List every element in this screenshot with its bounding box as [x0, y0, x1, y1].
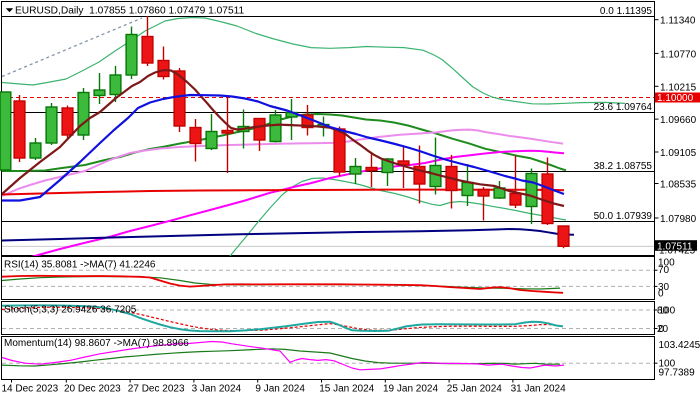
svg-text:Stoch(5,3,3) 26.9426 36.7205: Stoch(5,3,3) 26.9426 36.7205	[4, 304, 137, 315]
svg-text:1.09105: 1.09105	[660, 148, 697, 159]
svg-text:1.07511: 1.07511	[657, 241, 693, 252]
svg-text:103.4245: 103.4245	[659, 340, 700, 351]
svg-text:100: 100	[658, 257, 675, 268]
svg-text:1.10000: 1.10000	[657, 93, 694, 104]
svg-text:50.0 1.07939: 50.0 1.07939	[594, 211, 653, 222]
svg-text:38.2 1.08755: 38.2 1.08755	[594, 161, 653, 172]
svg-text:0.0 1.11395: 0.0 1.11395	[600, 6, 653, 17]
svg-text:1.07980: 1.07980	[660, 214, 697, 225]
svg-text:0: 0	[659, 324, 665, 335]
svg-text:31 Jan 2024: 31 Jan 2024	[511, 383, 566, 394]
svg-text:9 Jan 2024: 9 Jan 2024	[255, 383, 305, 394]
svg-text:15 Jan 2024: 15 Jan 2024	[319, 383, 374, 394]
svg-text:3 Jan 2024: 3 Jan 2024	[192, 383, 242, 394]
svg-text:1.10215: 1.10215	[660, 82, 697, 93]
svg-text:100: 100	[659, 306, 676, 317]
svg-text:1.07425: 1.07425	[659, 246, 696, 257]
svg-text:97.7389: 97.7389	[659, 368, 696, 379]
svg-text:80: 80	[657, 306, 669, 317]
svg-text:1.10770: 1.10770	[660, 49, 697, 60]
svg-text:25 Jan 2024: 25 Jan 2024	[447, 383, 502, 394]
svg-text:70: 70	[658, 265, 670, 276]
svg-text:23.6 1.09764: 23.6 1.09764	[594, 102, 653, 113]
svg-text:20 Dec 2023: 20 Dec 2023	[64, 383, 121, 394]
svg-text:20: 20	[657, 324, 669, 335]
svg-text:100: 100	[659, 359, 676, 370]
svg-text:1.11340: 1.11340	[660, 16, 696, 27]
svg-text:0: 0	[658, 289, 664, 300]
svg-text:1.08535: 1.08535	[660, 180, 697, 191]
svg-text:Momentum(14) 98.8607 ->MA(7): Momentum(14) 98.8607 ->MA(7) 98.8966	[4, 338, 189, 349]
svg-text:EURUSD,Daily 1.07855 1.07860: EURUSD,Daily 1.07855 1.07860 1.07479 1.0…	[15, 5, 245, 16]
svg-text:30: 30	[658, 282, 670, 293]
svg-text:27 Dec 2023: 27 Dec 2023	[128, 383, 185, 394]
svg-text:19 Jan 2024: 19 Jan 2024	[383, 383, 438, 394]
svg-text:RSI(14) 35.8081 ->MA(7) 41.22: RSI(14) 35.8081 ->MA(7) 41.2246	[4, 260, 156, 271]
svg-text:1.09660: 1.09660	[660, 115, 697, 126]
svg-text:14 Dec 2023: 14 Dec 2023	[2, 383, 59, 394]
